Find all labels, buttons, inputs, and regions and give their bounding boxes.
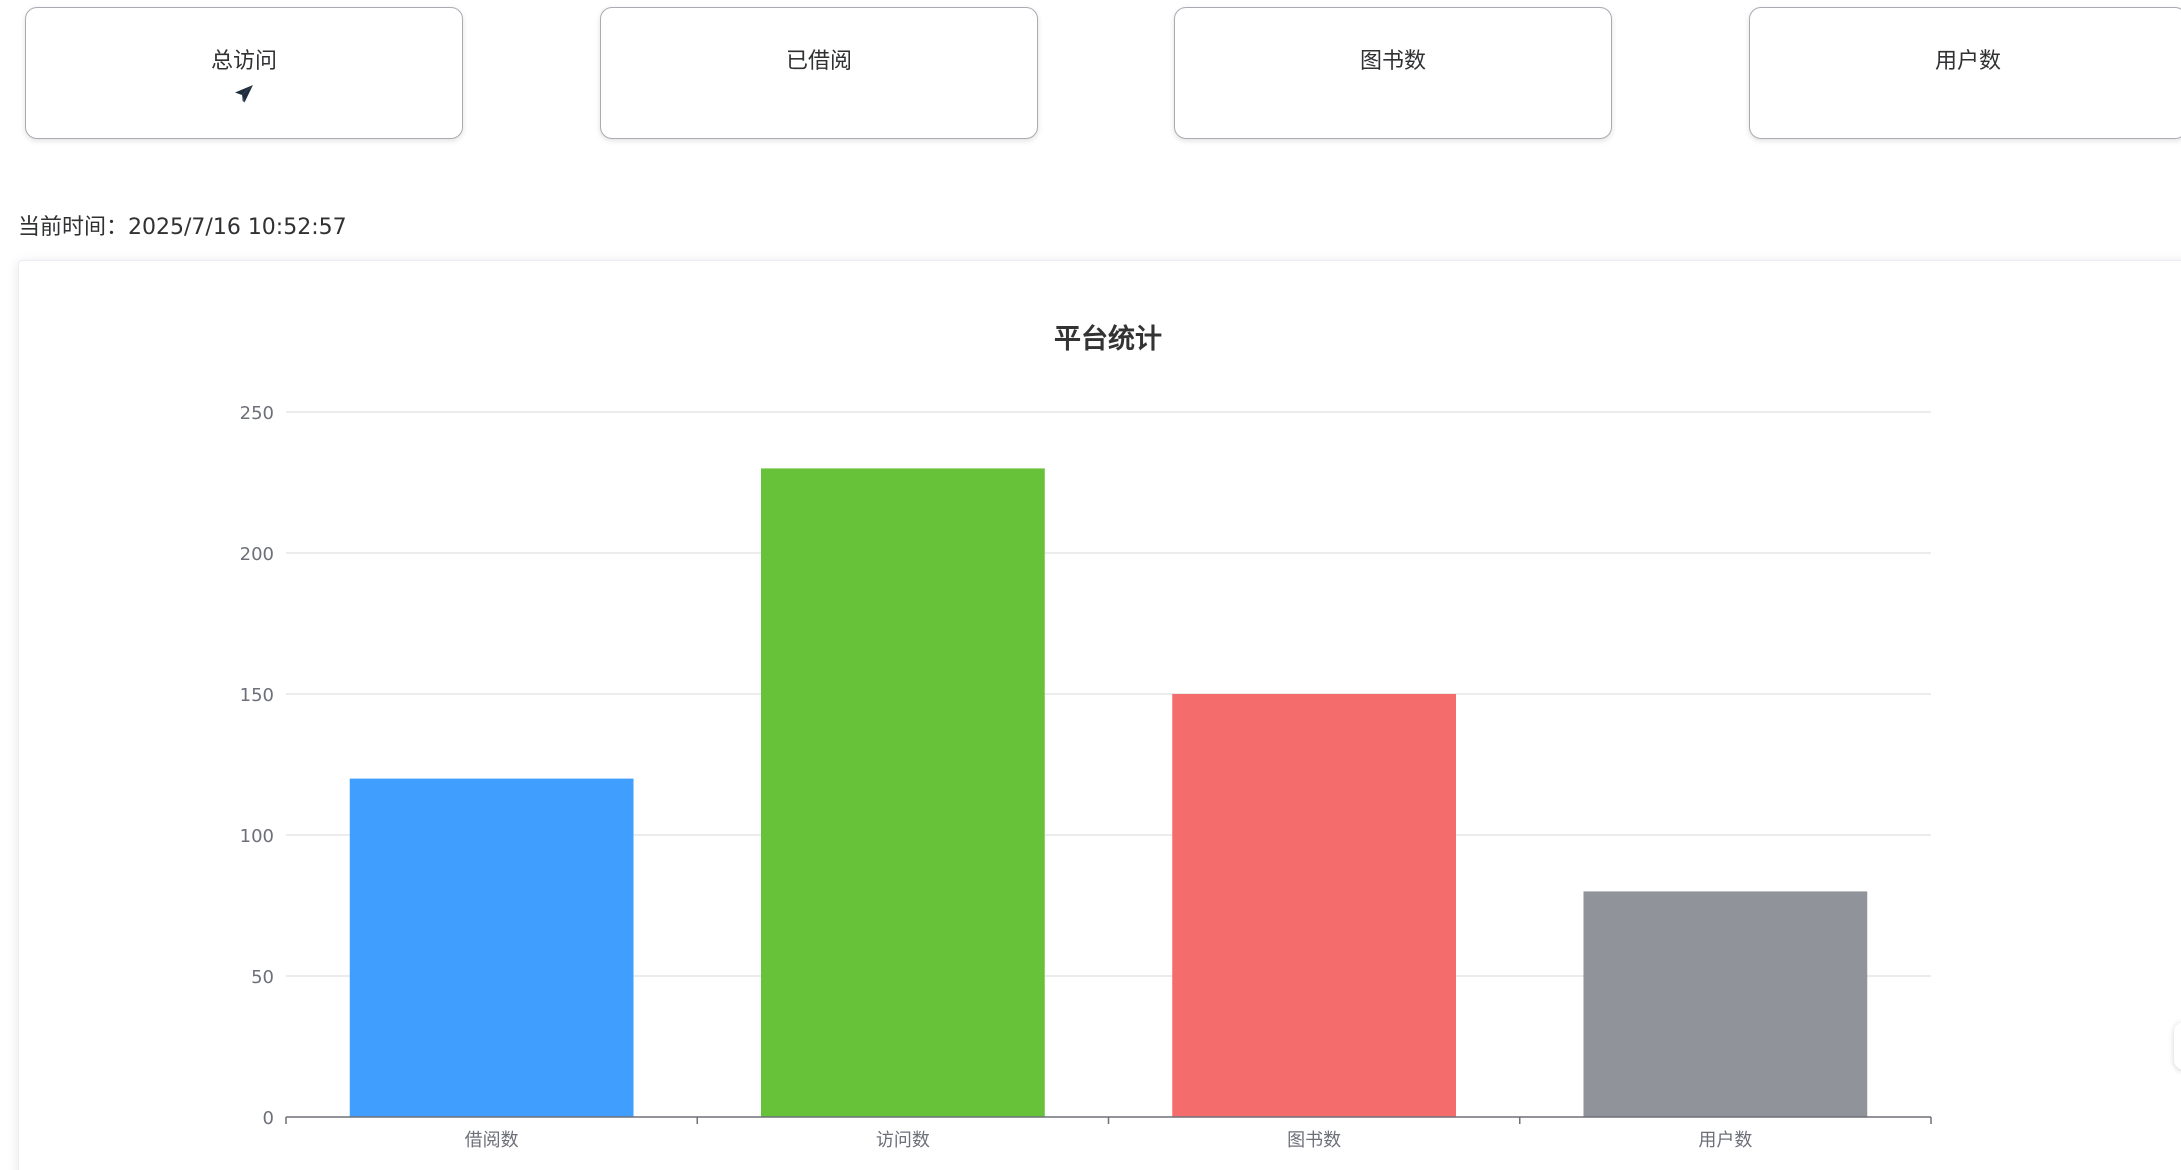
stat-card-books[interactable]: 图书数 (1174, 7, 1612, 139)
chart-title: 平台统计 (1054, 323, 1162, 355)
y-tick-label: 0 (263, 1108, 274, 1129)
stat-card-label: 用户数 (1934, 49, 2001, 74)
stat-card-borrowed[interactable]: 已借阅 (600, 7, 1038, 139)
y-tick-label: 250 (240, 403, 274, 424)
x-tick-label: 访问数 (876, 1130, 930, 1151)
bar-4 (1583, 891, 1868, 1117)
y-tick-label: 50 (251, 967, 274, 988)
x-tick-label: 用户数 (1698, 1130, 1752, 1151)
stat-card-label: 总访问 (210, 49, 277, 74)
stat-card-users[interactable]: 用户数 (1749, 7, 2181, 139)
y-tick-label: 150 (240, 685, 274, 706)
stat-card-total-visits[interactable]: 总访问 (25, 7, 463, 139)
chart-panel: 平台统计 0 50 100 150 200 250 借阅数 访问数 图书数 用户数 (18, 260, 2181, 1170)
x-tick-label: 借阅数 (465, 1130, 519, 1151)
y-tick-label: 200 (240, 544, 274, 565)
bar-1 (349, 778, 634, 1117)
current-time-label: 当前时间： (18, 215, 129, 240)
platform-stats-chart: 平台统计 0 50 100 150 200 250 借阅数 访问数 图书数 用户数 (240, 323, 1932, 1151)
chart-bars (349, 468, 1868, 1117)
paper-plane-icon (232, 82, 256, 106)
bar-3 (1172, 694, 1457, 1117)
chart-axes: 0 50 100 150 200 250 借阅数 访问数 图书数 用户数 (240, 403, 1932, 1151)
current-time-value: 2025/7/16 10:52:57 (128, 215, 347, 240)
y-tick-label: 100 (240, 826, 274, 847)
stat-card-label: 已借阅 (785, 49, 852, 74)
bar-2 (760, 468, 1045, 1117)
stat-card-label: 图书数 (1359, 49, 1426, 74)
x-tick-label: 图书数 (1287, 1130, 1341, 1151)
side-drawer-handle[interactable] (2174, 1022, 2181, 1070)
current-time: 当前时间：2025/7/16 10:52:57 (18, 212, 347, 244)
